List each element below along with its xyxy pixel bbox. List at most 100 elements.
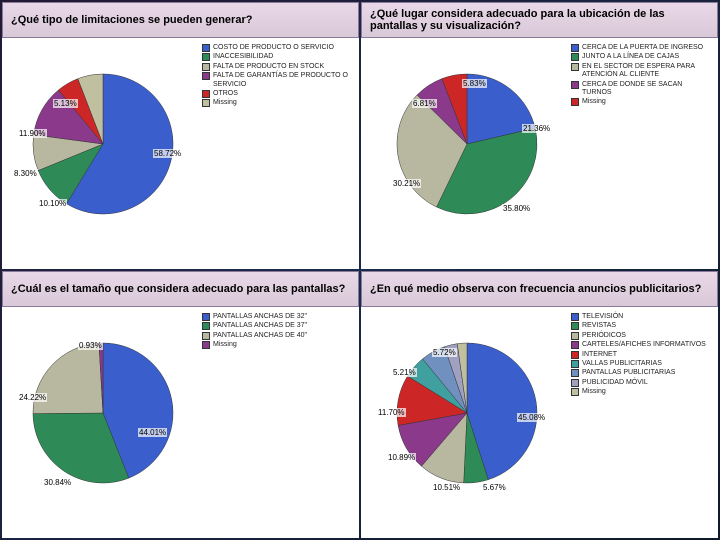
legend-label: Missing	[213, 99, 237, 107]
legend-label: PANTALLAS ANCHAS DE 32"	[213, 313, 307, 321]
legend-swatch	[202, 72, 210, 80]
panel-title: ¿Cuál es el tamaño que considera adecuad…	[2, 271, 359, 307]
slice-label: 5.21%	[392, 368, 417, 377]
legend-swatch	[202, 90, 210, 98]
legend-label: TELEVISIÓN	[582, 313, 623, 321]
legend-item: PUBLICIDAD MÓVIL	[571, 379, 712, 387]
slice-label: 30.21%	[392, 179, 421, 188]
legend-label: CARTELES/AFICHES INFORMATIVOS	[582, 341, 706, 349]
legend-item: PANTALLAS ANCHAS DE 40"	[202, 332, 353, 340]
legend-swatch	[202, 53, 210, 61]
legend-label: CERCA DE LA PUERTA DE INGRESO	[582, 44, 703, 52]
slice-label: 8.30%	[13, 169, 38, 178]
slice-label: 24.22%	[18, 393, 47, 402]
slice-label: 11.70%	[377, 408, 406, 417]
legend-swatch	[202, 332, 210, 340]
legend-label: PERIÓDICOS	[582, 332, 626, 340]
legend-label: REVISTAS	[582, 322, 616, 330]
legend-item: Missing	[571, 98, 712, 106]
legend-swatch	[202, 63, 210, 71]
pie-chart	[8, 313, 198, 513]
slice-label: 6.81%	[412, 99, 437, 108]
pie-slice	[33, 343, 103, 414]
panel-title: ¿Qué tipo de limitaciones se pueden gene…	[2, 2, 359, 38]
legend-label: VALLAS PUBLICITARIAS	[582, 360, 662, 368]
legend-label: EN EL SECTOR DE ESPERA PARA ATENCIÓN AL …	[582, 63, 712, 80]
slice-label: 10.51%	[432, 483, 461, 492]
pie-chart	[367, 44, 567, 244]
panel-title: ¿En qué medio observa con frecuencia anu…	[361, 271, 718, 307]
legend-swatch	[571, 322, 579, 330]
legend-item: Missing	[571, 388, 712, 396]
legend-label: COSTO DE PRODUCTO O SERVICIO	[213, 44, 334, 52]
legend-item: OTROS	[202, 90, 353, 98]
slice-label: 10.89%	[387, 453, 416, 462]
legend: PANTALLAS ANCHAS DE 32"PANTALLAS ANCHAS …	[198, 313, 353, 532]
legend-item: PANTALLAS ANCHAS DE 37"	[202, 322, 353, 330]
legend-item: COSTO DE PRODUCTO O SERVICIO	[202, 44, 353, 52]
legend-item: FALTA DE GARANTÍAS DE PRODUCTO O SERVICI…	[202, 72, 353, 89]
legend-swatch	[571, 313, 579, 321]
legend-item: EN EL SECTOR DE ESPERA PARA ATENCIÓN AL …	[571, 63, 712, 80]
legend-label: JUNTO A LA LÍNEA DE CAJAS	[582, 53, 679, 61]
legend-label: PANTALLAS ANCHAS DE 40"	[213, 332, 307, 340]
legend-label: INACCESIBILIDAD	[213, 53, 273, 61]
chart-grid: ¿Qué tipo de limitaciones se pueden gene…	[0, 0, 720, 540]
legend-swatch	[202, 99, 210, 107]
legend-swatch	[571, 332, 579, 340]
slice-label: 30.84%	[43, 478, 72, 487]
legend-swatch	[571, 81, 579, 89]
legend-item: JUNTO A LA LÍNEA DE CAJAS	[571, 53, 712, 61]
chart-area: 58.72%10.10%8.30%11.90%5.13%	[8, 44, 198, 263]
pie-chart	[8, 44, 198, 244]
legend-swatch	[202, 313, 210, 321]
slice-label: 5.67%	[482, 483, 507, 492]
legend-swatch	[571, 44, 579, 52]
legend-swatch	[571, 341, 579, 349]
panel-title: ¿Qué lugar considera adecuado para la ub…	[361, 2, 718, 38]
panel-body: 58.72%10.10%8.30%11.90%5.13%COSTO DE PRO…	[2, 38, 359, 269]
legend-swatch	[571, 379, 579, 387]
legend-item: CERCA DE DONDE SE SACAN TURNOS	[571, 81, 712, 98]
legend: COSTO DE PRODUCTO O SERVICIOINACCESIBILI…	[198, 44, 353, 263]
legend-label: Missing	[582, 388, 606, 396]
legend-swatch	[202, 44, 210, 52]
legend: TELEVISIÓNREVISTAS PERIÓDICOSCARTELES/AFI…	[567, 313, 712, 532]
legend-label: Missing	[582, 98, 606, 106]
legend-swatch	[571, 360, 579, 368]
legend-swatch	[571, 369, 579, 377]
legend-item: Missing	[202, 99, 353, 107]
legend-label: INTERNET	[582, 351, 617, 359]
slice-label: 35.80%	[502, 204, 531, 213]
legend-item: FALTA DE PRODUCTO EN STOCK	[202, 63, 353, 71]
legend-item: REVISTAS	[571, 322, 712, 330]
panel-body: 45.08%5.67%10.51%10.89%11.70%5.21%5.72%T…	[361, 307, 718, 538]
legend-item: Missing	[202, 341, 353, 349]
legend-item: PANTALLAS ANCHAS DE 32"	[202, 313, 353, 321]
legend-swatch	[202, 341, 210, 349]
legend-item: CERCA DE LA PUERTA DE INGRESO	[571, 44, 712, 52]
legend-label: PANTALLAS PUBLICITARIAS	[582, 369, 675, 377]
legend-label: FALTA DE PRODUCTO EN STOCK	[213, 63, 324, 71]
slice-label: 5.83%	[462, 79, 487, 88]
legend-label: CERCA DE DONDE SE SACAN TURNOS	[582, 81, 712, 98]
slice-label: 5.72%	[432, 348, 457, 357]
legend-label: FALTA DE GARANTÍAS DE PRODUCTO O SERVICI…	[213, 72, 353, 89]
chart-area: 21.36%35.80%30.21%6.81%5.83%	[367, 44, 567, 263]
legend-item: VALLAS PUBLICITARIAS	[571, 360, 712, 368]
chart-panel: ¿Qué lugar considera adecuado para la ub…	[361, 2, 718, 269]
legend-swatch	[571, 63, 579, 71]
legend-swatch	[202, 322, 210, 330]
slice-label: 44.01%	[138, 428, 167, 437]
slice-label: 10.10%	[38, 199, 67, 208]
legend-item: PANTALLAS PUBLICITARIAS	[571, 369, 712, 377]
chart-area: 44.01%30.84%24.22%0.93%	[8, 313, 198, 532]
legend-label: PUBLICIDAD MÓVIL	[582, 379, 648, 387]
legend-swatch	[571, 388, 579, 396]
legend-item: PERIÓDICOS	[571, 332, 712, 340]
slice-label: 5.13%	[53, 99, 78, 108]
legend-label: OTROS	[213, 90, 238, 98]
legend-label: Missing	[213, 341, 237, 349]
panel-body: 44.01%30.84%24.22%0.93%PANTALLAS ANCHAS …	[2, 307, 359, 538]
legend-swatch	[571, 53, 579, 61]
